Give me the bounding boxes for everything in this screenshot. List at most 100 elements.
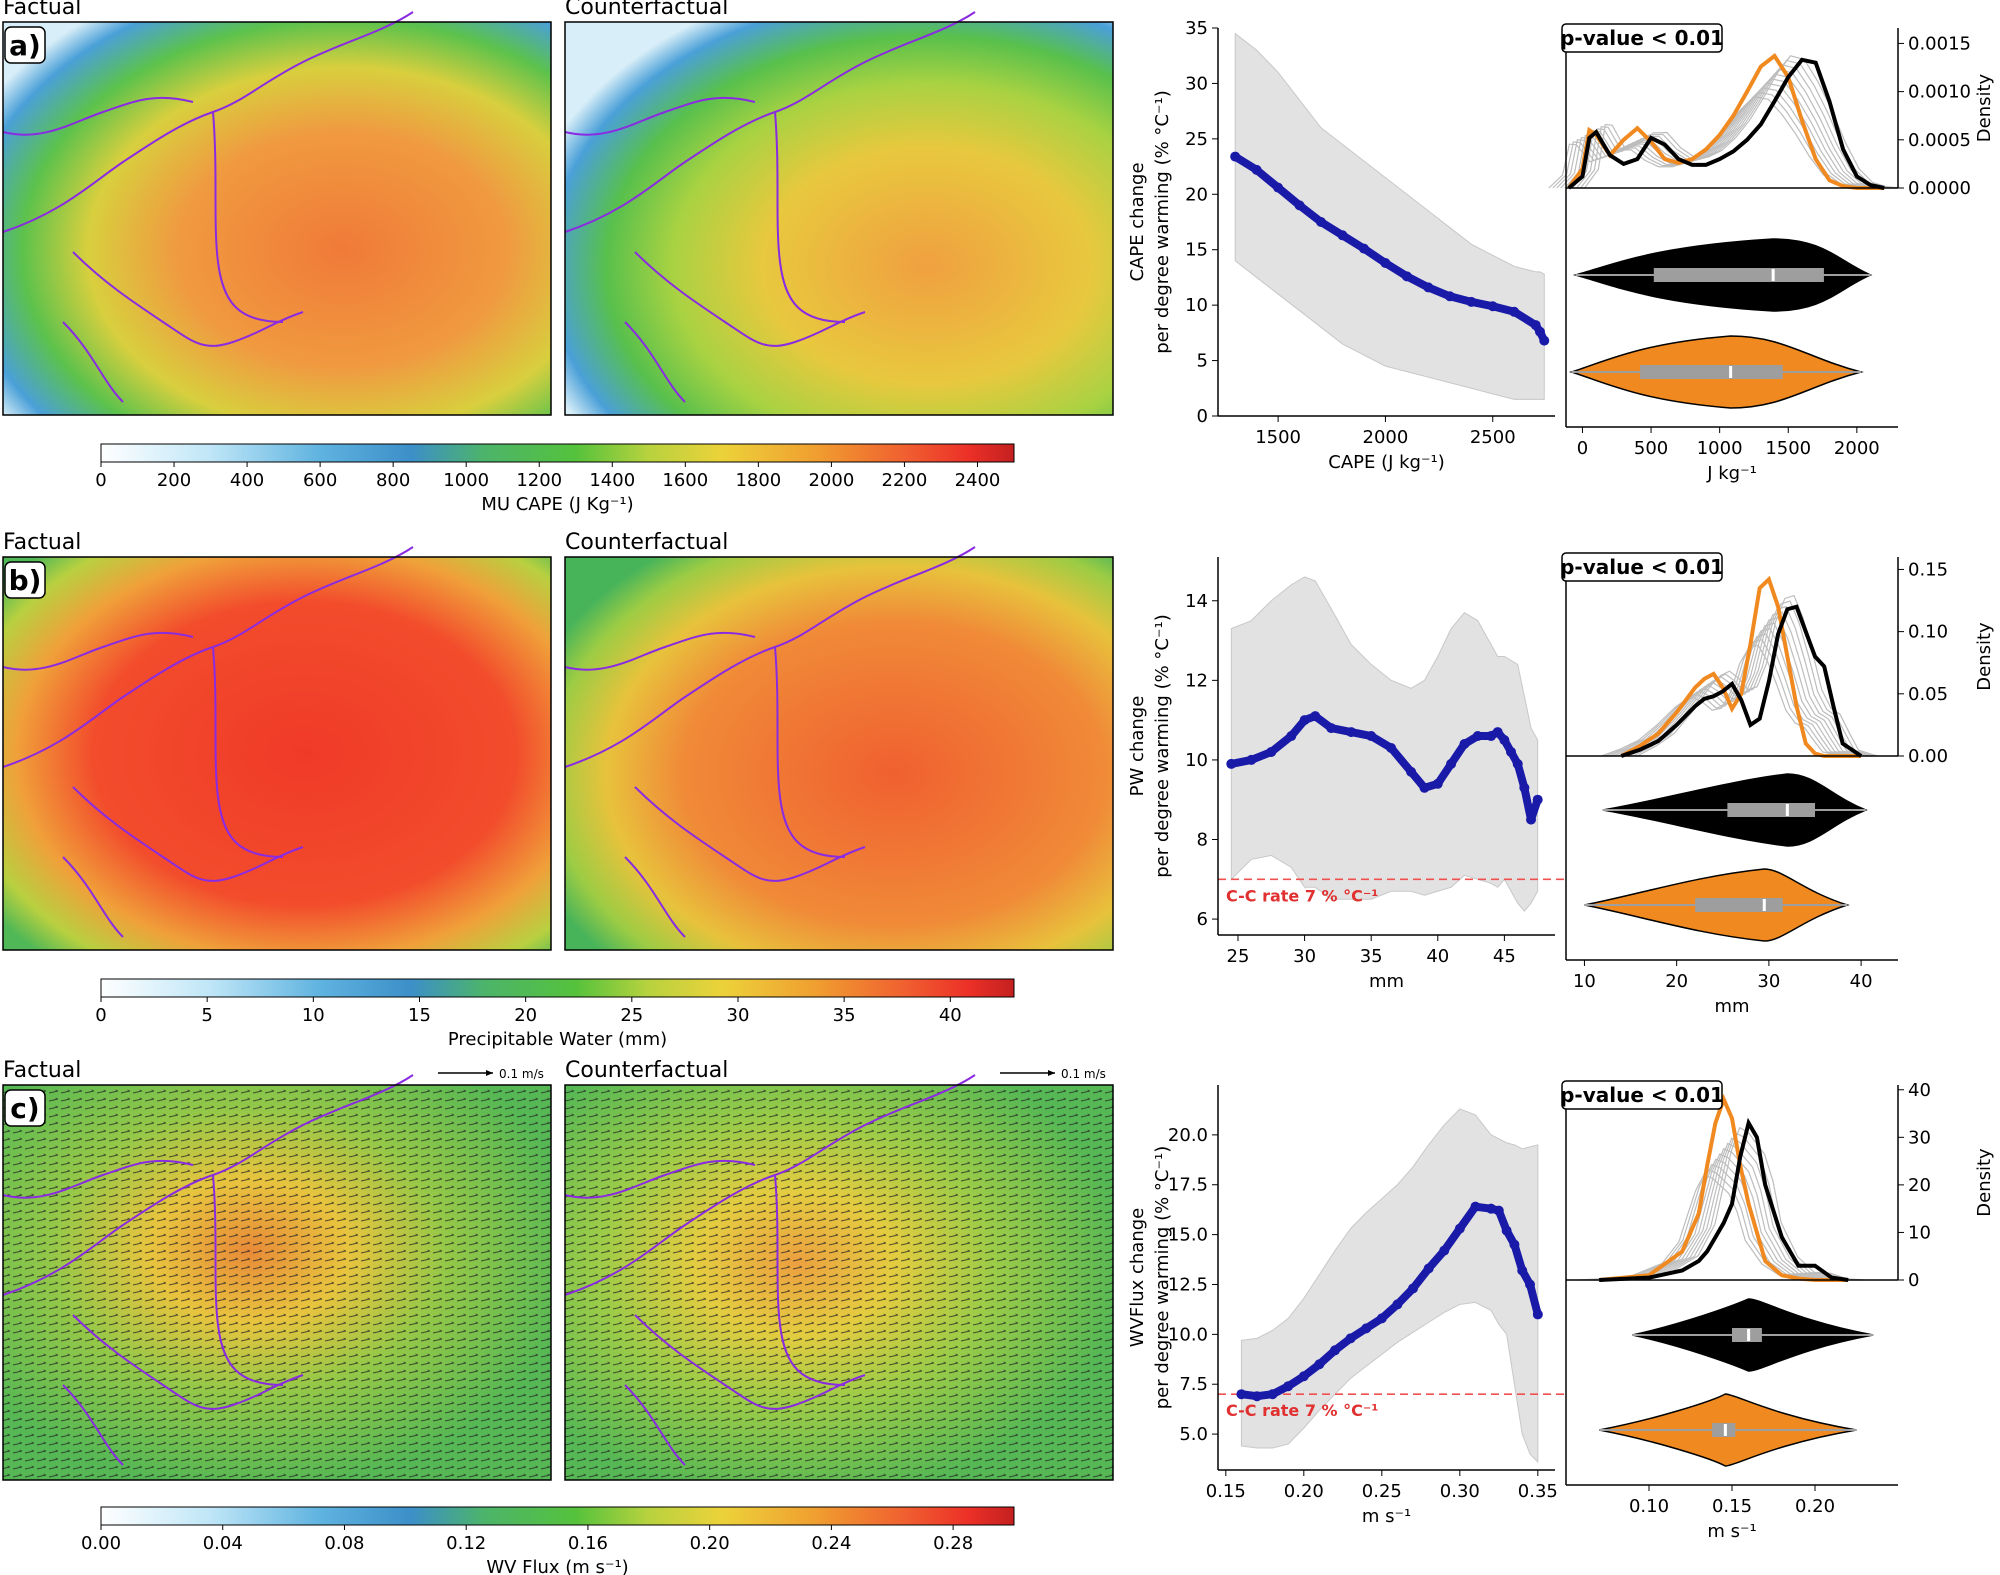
pvalue-box: [1561, 23, 1723, 53]
y-tick-label: 15.0: [1168, 1225, 1208, 1246]
ensemble-density-line: [1609, 633, 1850, 757]
change-point: [1509, 1239, 1520, 1250]
colorbar-tick-label: 30: [727, 1005, 750, 1026]
y-tick-label: 20: [1185, 184, 1208, 205]
density-x-label: m s⁻¹: [1707, 1521, 1756, 1542]
y-tick-label: 30: [1185, 73, 1208, 94]
panel-label: b): [4, 561, 46, 599]
y-tick-label: 20.0: [1168, 1125, 1208, 1146]
pvalue-box: [1561, 552, 1723, 582]
y-tick-label: 5: [1197, 351, 1208, 372]
colorbar-tick-label: 35: [833, 1005, 856, 1026]
panel-label-text: b): [9, 564, 42, 597]
change-point: [1499, 735, 1510, 746]
colorbar-tick-label: 2400: [955, 470, 1001, 491]
change-point: [1487, 301, 1498, 312]
change-point: [1419, 782, 1430, 793]
change-point: [1532, 1309, 1543, 1320]
colorbar-tick-label: 200: [157, 470, 191, 491]
density-y-tick-label: 0.0010: [1908, 82, 1971, 103]
change-point: [1509, 306, 1520, 317]
ensemble-density-line: [1605, 639, 1846, 757]
map-title-factual: Factual: [3, 530, 81, 555]
colorbar-tick-label: 0: [95, 1005, 106, 1026]
density-y-tick-label: 0.0015: [1908, 33, 1971, 54]
density-x-tick-label: 1500: [1765, 438, 1811, 459]
density-x-tick-label: 2000: [1834, 438, 1880, 459]
change-point: [1376, 1313, 1387, 1324]
change-point: [1492, 727, 1503, 738]
x-tick-label: 2000: [1363, 427, 1409, 448]
change-point: [1466, 296, 1477, 307]
map-counterfactual: [564, 546, 1114, 951]
y-tick-label: 12: [1185, 670, 1208, 691]
panel-label: a): [4, 26, 46, 64]
factual-violin: [1602, 773, 1868, 847]
change-point: [1472, 731, 1483, 742]
density-y-label: Density: [1974, 1148, 1995, 1217]
y-axis-label: CAPE change: [1127, 162, 1148, 281]
counterfactual-violin: [1584, 868, 1850, 942]
ensemble-density-line: [1564, 77, 1881, 189]
violin-iqr-box: [1727, 803, 1815, 817]
density-chart: 0 10 20 30 40 Density p-value < 0.01 0.10 0.15 0.…: [1560, 1080, 1995, 1542]
pvalue-box: [1561, 1080, 1723, 1110]
x-tick-label: 35: [1360, 946, 1383, 967]
change-point: [1444, 291, 1455, 302]
violin-iqr-box: [1712, 1423, 1736, 1437]
colorbar-tick-label: 0.20: [690, 1533, 730, 1554]
map-counterfactual: 0.1 m/s: [564, 1067, 1114, 1481]
ensemble-density-line: [1580, 59, 1897, 189]
change-point: [1408, 1283, 1419, 1294]
y-tick-label: 35: [1185, 18, 1208, 39]
y-tick-label: 12.5: [1168, 1274, 1208, 1295]
y-tick-label: 7.5: [1179, 1374, 1208, 1395]
change-point: [1337, 230, 1348, 241]
counterfactual-density-line: [1620, 575, 1862, 758]
change-point: [1470, 1201, 1481, 1212]
change-chart: C-C rate 7 % °C⁻¹ 6 8 10 12 14 25 30 35 40 45 mm PW …: [1127, 557, 1567, 992]
panel-c: Factual 0.1 m/s Counterfactual 0.1 m/s c) 0.0…: [2, 1058, 1995, 1575]
colorbar: 0.00 0.04 0.08 0.12 0.16 0.20 0.24 0.28 WV Flux …: [81, 1506, 1015, 1575]
colorbar-bar: [100, 443, 1015, 463]
y-tick-label: 14: [1185, 591, 1208, 612]
factual-violin: [1572, 238, 1873, 312]
violin-iqr-box: [1653, 268, 1824, 282]
change-point: [1326, 723, 1337, 734]
colorbar-tick-label: 25: [620, 1005, 643, 1026]
change-point: [1251, 164, 1262, 175]
map-field: [3, 557, 551, 950]
map-field: [565, 22, 1113, 415]
change-point: [1539, 335, 1550, 346]
arrow-key-head: [1048, 1070, 1055, 1076]
ensemble-density-line: [1572, 68, 1889, 189]
change-point: [1439, 1245, 1450, 1256]
pvalue-label: p-value < 0.01: [1560, 1083, 1724, 1107]
change-point: [1423, 282, 1434, 293]
pvalue-badge: p-value < 0.01: [1560, 1080, 1724, 1110]
map-factual: 0.1 m/s: [2, 1067, 552, 1481]
colorbar-tick-label: 0.16: [568, 1533, 608, 1554]
pvalue-label: p-value < 0.01: [1560, 26, 1724, 50]
colorbar-tick-label: 1400: [589, 470, 635, 491]
map-frame: [2, 21, 552, 416]
x-axis-label: m s⁻¹: [1362, 1506, 1411, 1527]
density-x-tick-label: 1000: [1697, 438, 1743, 459]
violin-iqr-box: [1640, 365, 1783, 379]
ensemble-density-line: [1576, 64, 1893, 189]
change-point: [1459, 739, 1470, 750]
map-factual: [2, 546, 552, 951]
density-y-tick-label: 10: [1908, 1222, 1931, 1243]
x-tick-label: 1500: [1255, 427, 1301, 448]
change-point: [1345, 1333, 1356, 1344]
map-frame: [2, 1084, 552, 1481]
colorbar-label: Precipitable Water (mm): [448, 1029, 667, 1050]
density-y-tick-label: 0.15: [1908, 559, 1948, 580]
change-point: [1446, 758, 1457, 769]
density-x-tick-label: 500: [1634, 438, 1668, 459]
density-y-tick-label: 30: [1908, 1127, 1931, 1148]
x-tick-label: 30: [1293, 946, 1316, 967]
ensemble-density-line: [1560, 82, 1877, 189]
